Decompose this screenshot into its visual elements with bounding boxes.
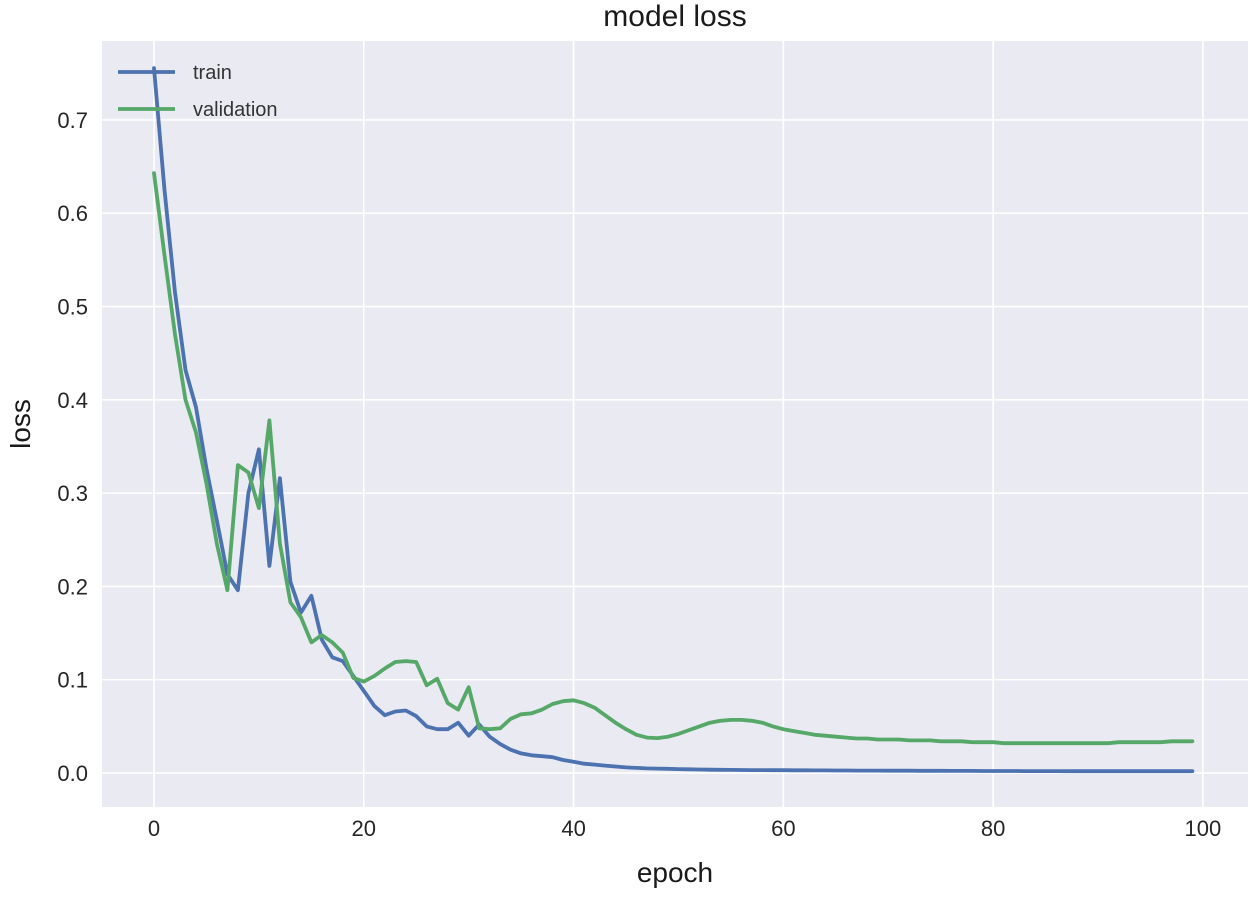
x-tick-label: 20 — [352, 816, 376, 841]
legend: train validation — [118, 62, 278, 121]
x-tick-label: 80 — [981, 816, 1005, 841]
gridlines — [102, 41, 1248, 807]
x-axis-label: epoch — [637, 857, 713, 888]
legend-validation-label: validation — [193, 99, 278, 121]
y-tick-label: 0.3 — [57, 481, 88, 506]
y-axis-tick-labels: 0.0 0.1 0.2 0.3 0.4 0.5 0.6 0.7 — [57, 108, 88, 786]
x-tick-label: 40 — [561, 816, 585, 841]
y-axis-label: loss — [5, 399, 36, 449]
y-tick-label: 0.0 — [57, 761, 88, 786]
x-tick-label: 100 — [1185, 816, 1222, 841]
plot-area — [102, 41, 1248, 807]
x-tick-label: 60 — [771, 816, 795, 841]
series-lines — [152, 66, 1195, 774]
y-tick-label: 0.2 — [57, 574, 88, 599]
validation-line — [152, 171, 1195, 746]
y-tick-label: 0.1 — [57, 668, 88, 693]
x-tick-label: 0 — [148, 816, 160, 841]
chart-title: model loss — [603, 0, 746, 33]
train-line — [152, 66, 1195, 774]
x-axis-tick-labels: 0 20 40 60 80 100 — [148, 816, 1221, 841]
legend-train-label: train — [193, 62, 232, 84]
y-tick-label: 0.4 — [57, 388, 88, 413]
y-tick-label: 0.5 — [57, 295, 88, 320]
y-tick-label: 0.7 — [57, 108, 88, 133]
y-tick-label: 0.6 — [57, 201, 88, 226]
